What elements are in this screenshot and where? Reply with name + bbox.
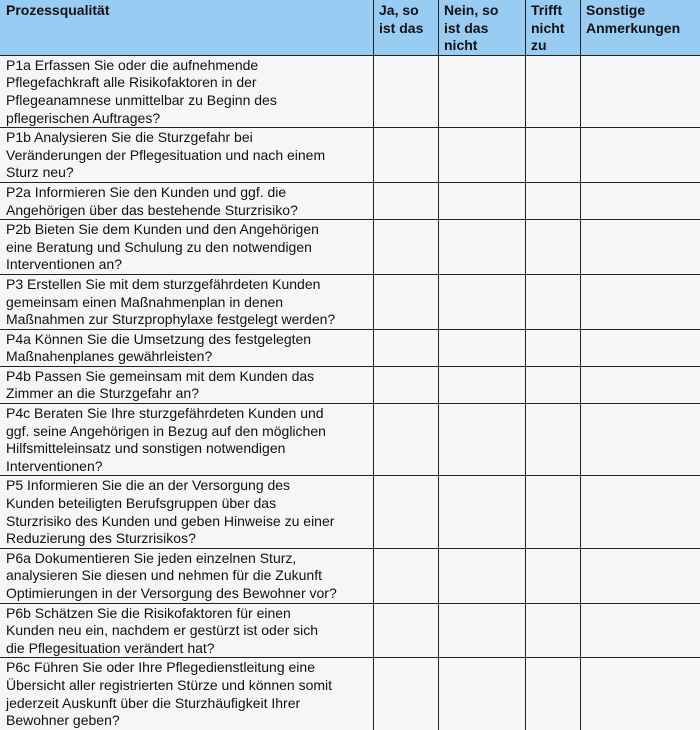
- table-row: P5 Informieren Sie die an der Versorgung…: [1, 476, 700, 548]
- question-cell: P1b Analysieren Sie die Sturzgefahr bei …: [1, 128, 374, 183]
- anmerkungen-cell[interactable]: [581, 658, 700, 730]
- header-prozessqualitaet: Prozessqualität: [1, 1, 374, 56]
- answer-trifft-nicht-zu-cell[interactable]: [526, 476, 581, 548]
- question-cell: P6b Schätzen Sie die Risikofaktoren für …: [1, 603, 374, 658]
- answer-nein-cell[interactable]: [439, 476, 526, 548]
- table-row: P3 Erstellen Sie mit dem sturzgefährdete…: [1, 274, 700, 329]
- question-cell: P6a Dokumentieren Sie jeden einzelnen St…: [1, 548, 374, 603]
- answer-trifft-nicht-zu-cell[interactable]: [526, 182, 581, 219]
- question-cell: P3 Erstellen Sie mit dem sturzgefährdete…: [1, 274, 374, 329]
- header-anmerkungen: Sonstige Anmerkungen: [581, 1, 700, 56]
- answer-nein-cell[interactable]: [439, 658, 526, 730]
- answer-trifft-nicht-zu-cell[interactable]: [526, 55, 581, 127]
- header-trifft-nicht-zu: Trifft nicht zu: [526, 1, 581, 56]
- answer-trifft-nicht-zu-cell[interactable]: [526, 548, 581, 603]
- answer-trifft-nicht-zu-cell[interactable]: [526, 404, 581, 476]
- question-cell: P4c Beraten Sie Ihre sturzgefährdeten Ku…: [1, 404, 374, 476]
- answer-nein-cell[interactable]: [439, 329, 526, 366]
- answer-trifft-nicht-zu-cell[interactable]: [526, 329, 581, 366]
- anmerkungen-cell[interactable]: [581, 55, 700, 127]
- answer-ja-cell[interactable]: [374, 182, 439, 219]
- answer-ja-cell[interactable]: [374, 548, 439, 603]
- answer-trifft-nicht-zu-cell[interactable]: [526, 128, 581, 183]
- answer-trifft-nicht-zu-cell[interactable]: [526, 220, 581, 275]
- question-cell: P1a Erfassen Sie oder die aufnehmende Pf…: [1, 55, 374, 127]
- answer-nein-cell[interactable]: [439, 274, 526, 329]
- answer-ja-cell[interactable]: [374, 404, 439, 476]
- header-nein: Nein, so ist das nicht: [439, 1, 526, 56]
- table-row: P4c Beraten Sie Ihre sturzgefährdeten Ku…: [1, 404, 700, 476]
- question-cell: P2b Bieten Sie dem Kunden und den Angehö…: [1, 220, 374, 275]
- answer-nein-cell[interactable]: [439, 55, 526, 127]
- answer-ja-cell[interactable]: [374, 128, 439, 183]
- table-row: P4a Können Sie die Umsetzung des festgel…: [1, 329, 700, 366]
- answer-nein-cell[interactable]: [439, 404, 526, 476]
- answer-nein-cell[interactable]: [439, 182, 526, 219]
- question-cell: P5 Informieren Sie die an der Versorgung…: [1, 476, 374, 548]
- answer-trifft-nicht-zu-cell[interactable]: [526, 274, 581, 329]
- answer-ja-cell[interactable]: [374, 366, 439, 403]
- question-cell: P2a Informieren Sie den Kunden und ggf. …: [1, 182, 374, 219]
- answer-nein-cell[interactable]: [439, 548, 526, 603]
- anmerkungen-cell[interactable]: [581, 366, 700, 403]
- answer-ja-cell[interactable]: [374, 658, 439, 730]
- anmerkungen-cell[interactable]: [581, 128, 700, 183]
- table-row: P4b Passen Sie gemeinsam mit dem Kunden …: [1, 366, 700, 403]
- answer-ja-cell[interactable]: [374, 603, 439, 658]
- answer-ja-cell[interactable]: [374, 274, 439, 329]
- table-row: P2b Bieten Sie dem Kunden und den Angehö…: [1, 220, 700, 275]
- anmerkungen-cell[interactable]: [581, 329, 700, 366]
- answer-ja-cell[interactable]: [374, 329, 439, 366]
- table-row: P6b Schätzen Sie die Risikofaktoren für …: [1, 603, 700, 658]
- header-row: Prozessqualität Ja, so ist das Nein, so …: [1, 1, 700, 56]
- answer-nein-cell[interactable]: [439, 603, 526, 658]
- anmerkungen-cell[interactable]: [581, 274, 700, 329]
- question-cell: P4b Passen Sie gemeinsam mit dem Kunden …: [1, 366, 374, 403]
- anmerkungen-cell[interactable]: [581, 404, 700, 476]
- anmerkungen-cell[interactable]: [581, 603, 700, 658]
- answer-trifft-nicht-zu-cell[interactable]: [526, 366, 581, 403]
- table-row: P2a Informieren Sie den Kunden und ggf. …: [1, 182, 700, 219]
- answer-nein-cell[interactable]: [439, 128, 526, 183]
- answer-nein-cell[interactable]: [439, 220, 526, 275]
- table-row: P6c Führen Sie oder Ihre Pflegedienstlei…: [1, 658, 700, 730]
- answer-trifft-nicht-zu-cell[interactable]: [526, 658, 581, 730]
- answer-ja-cell[interactable]: [374, 55, 439, 127]
- anmerkungen-cell[interactable]: [581, 548, 700, 603]
- anmerkungen-cell[interactable]: [581, 182, 700, 219]
- answer-ja-cell[interactable]: [374, 476, 439, 548]
- answer-ja-cell[interactable]: [374, 220, 439, 275]
- question-cell: P4a Können Sie die Umsetzung des festgel…: [1, 329, 374, 366]
- header-ja: Ja, so ist das: [374, 1, 439, 56]
- question-cell: P6c Führen Sie oder Ihre Pflegedienstlei…: [1, 658, 374, 730]
- anmerkungen-cell[interactable]: [581, 220, 700, 275]
- table-row: P6a Dokumentieren Sie jeden einzelnen St…: [1, 548, 700, 603]
- table-row: P1b Analysieren Sie die Sturzgefahr bei …: [1, 128, 700, 183]
- answer-trifft-nicht-zu-cell[interactable]: [526, 603, 581, 658]
- anmerkungen-cell[interactable]: [581, 476, 700, 548]
- table-row: P1a Erfassen Sie oder die aufnehmende Pf…: [1, 55, 700, 127]
- answer-nein-cell[interactable]: [439, 366, 526, 403]
